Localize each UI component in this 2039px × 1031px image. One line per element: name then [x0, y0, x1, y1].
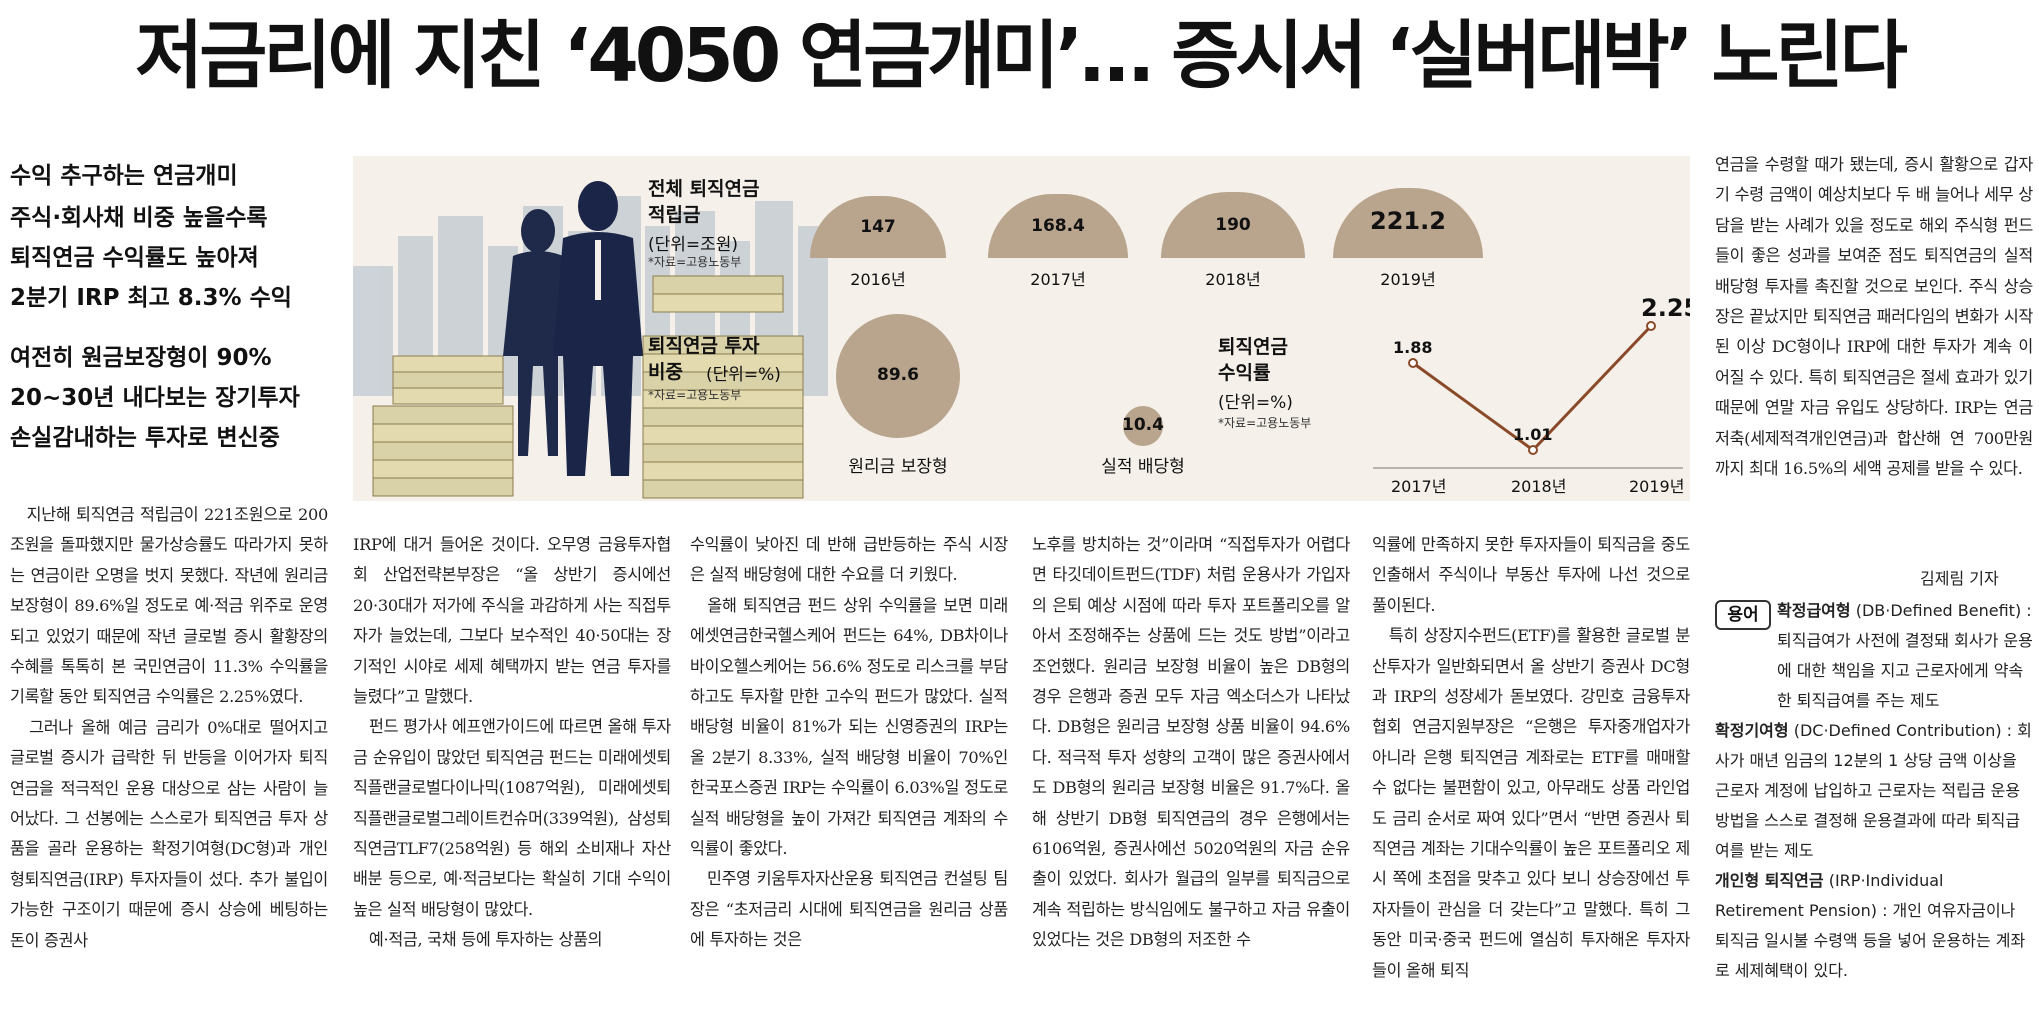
term-irp-title: 개인형 퇴직연금: [1715, 871, 1824, 890]
share-value-1: 10.4: [1122, 415, 1164, 435]
return-title: 퇴직연금 수익률: [1218, 336, 1288, 384]
return-line-chart: 1.88 2017년 1.01 2018년 2.25 2019년: [1373, 296, 1690, 496]
body-column-4: 노후를 방치하는 것”이라며 “직접투자가 어렵다면 타깃데이트펀드(TDF) …: [1032, 535, 1350, 950]
total-year-3: 2019년: [1380, 270, 1436, 289]
infographic: 전체 퇴직연금 적립금 (단위=조원) *자료=고용노동부 147 2016년 16…: [353, 156, 1690, 501]
subhead-5: 여전히 원금보장형이 90%: [10, 345, 272, 371]
subhead-4: 2분기 IRP 최고 8.3% 수익: [10, 285, 292, 311]
share-source: *자료=고용노동부: [648, 388, 742, 402]
money-stacks-left: [372, 355, 514, 497]
return-source: *자료=고용노동부: [1218, 416, 1312, 430]
return-point-1: [1528, 445, 1538, 455]
return-value-1: 1.01: [1513, 425, 1552, 444]
total-year-2: 2018년: [1205, 270, 1261, 289]
total-value-0: 147: [860, 217, 896, 238]
body-column-2: IRP에 대거 들어온 것이다. 오무영 금융투자협회 산업전략본부장은 “올 …: [353, 535, 671, 950]
share-label-0: 원리금 보장형: [848, 457, 948, 477]
share-circle-1: [1123, 406, 1163, 446]
term-irp-desc: (IRP·Individual Retirement Pension) : 개인…: [1715, 871, 2026, 980]
share-title: 퇴직연금 투자 비중: [648, 335, 760, 383]
total-value-3: 221.2: [1370, 207, 1446, 235]
total-value-2: 190: [1215, 214, 1251, 235]
subhead-6: 20~30년 내다보는 장기투자: [10, 385, 300, 411]
glossary-tag: 용어: [1715, 600, 1771, 630]
body-column-3: 수익률이 낮아진 데 반해 급반등하는 주식 시장은 실적 배당형에 대한 수요…: [690, 535, 1008, 950]
total-unit: (단위=조원): [648, 235, 739, 255]
return-point-2: [1646, 321, 1656, 331]
woman-silhouette: [503, 209, 573, 456]
share-label-1: 실적 배당형: [1101, 457, 1185, 477]
body-column-5: 익률에 만족하지 못한 투자자들이 퇴직금을 중도 인출해서 주식이나 부동산 …: [1372, 535, 1690, 980]
term-db-title: 확정급여형: [1777, 601, 1851, 620]
total-value-1: 168.4: [1031, 215, 1085, 236]
headline: 저금리에 지친 ‘4050 연금개미’… 증시서 ‘실버대박’ 노린다: [135, 13, 1908, 99]
share-unit: (단위=%): [706, 365, 781, 385]
return-year-1: 2018년: [1511, 477, 1566, 496]
subhead-1: 수익 추구하는 연금개미: [10, 163, 238, 189]
return-value-0: 1.88: [1393, 338, 1432, 357]
money-stacks-right: [642, 275, 804, 499]
return-value-2: 2.25: [1641, 296, 1690, 322]
return-year-2: 2019년: [1629, 477, 1684, 496]
return-unit: (단위=%): [1218, 393, 1293, 413]
term-dc-title: 확정기여형: [1715, 721, 1789, 740]
total-year-0: 2016년: [850, 270, 906, 289]
byline: 김제림 기자: [1920, 569, 1999, 588]
subhead-2: 주식·회사채 비중 높을수록: [10, 205, 268, 231]
return-point-0: [1408, 358, 1418, 368]
illustration: [353, 181, 828, 499]
subhead-7: 손실감내하는 투자로 변신중: [10, 425, 280, 451]
subhead-3: 퇴직연금 수익률도 높아져: [10, 245, 259, 271]
term-dc-desc: (DC·Defined Contribution) : 회사가 매년 임금의 1…: [1715, 721, 2032, 860]
total-title: 전체 퇴직연금 적립금: [648, 178, 760, 226]
glossary-text: 확정급여형 (DB·Defined Benefit) : 퇴직급여가 사전에 결…: [1715, 596, 2033, 986]
share-value-0: 89.6: [877, 365, 919, 385]
body-column-1: 지난해 퇴직연금 적립금이 221조원으로 200조원을 돌파했지만 물가상승률…: [10, 505, 328, 950]
total-year-1: 2017년: [1030, 270, 1086, 289]
man-silhouette: [553, 181, 643, 476]
glossary-box: 용어 확정급여형 (DB·Defined Benefit) : 퇴직급여가 사전…: [1715, 596, 2033, 1026]
term-db-desc: (DB·Defined Benefit) : 퇴직급여가 사전에 결정돼 회사가…: [1777, 601, 2033, 710]
body-column-6: 연금을 수령할 때가 됐는데, 증시 활황으로 갑자기 수령 금액이 예상치보다…: [1715, 155, 2033, 479]
share-circle-0: [836, 314, 960, 438]
total-source: *자료=고용노동부: [648, 255, 742, 269]
return-year-0: 2017년: [1391, 477, 1446, 496]
